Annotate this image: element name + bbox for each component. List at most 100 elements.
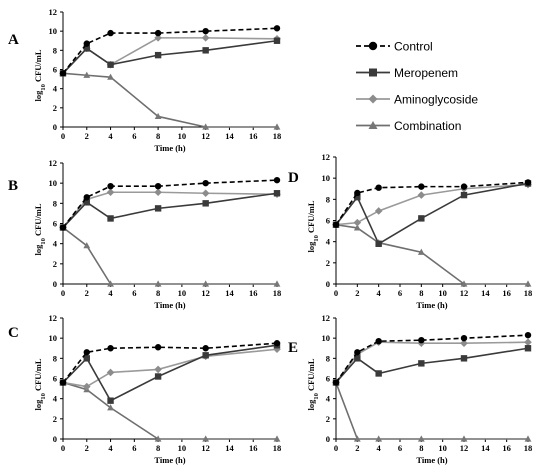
series-line-combination: [335, 382, 528, 440]
legend-label-aminoglycoside: Aminoglycoside: [394, 93, 478, 107]
x-tick-label: 8: [419, 443, 423, 453]
y-tick-label: 0: [53, 279, 57, 289]
x-axis-title: Time (h): [416, 300, 447, 310]
data-point-meropenem: [418, 360, 425, 367]
x-tick-label: 12: [460, 443, 469, 453]
y-tick-label: 10: [49, 26, 58, 36]
x-tick-label: 0: [61, 443, 65, 453]
data-point-meropenem: [83, 355, 90, 362]
data-point-control: [418, 336, 425, 344]
data-point-control: [202, 27, 209, 35]
data-point-combination: [154, 280, 162, 287]
x-tick-label: 6: [132, 131, 136, 141]
data-point-meropenem: [460, 355, 468, 362]
x-tick-label: 4: [377, 288, 382, 298]
data-point-control: [107, 29, 114, 37]
data-point-meropenem: [202, 47, 209, 54]
y-tick-label: 0: [53, 122, 57, 132]
x-tick-label: 12: [460, 288, 469, 298]
data-point-control: [273, 340, 281, 347]
x-tick-label: 4: [377, 443, 382, 453]
data-point-meropenem: [107, 215, 114, 222]
data-point-meropenem: [418, 215, 425, 222]
x-tick-label: 4: [108, 443, 113, 453]
y-tick-label: 2: [53, 414, 57, 424]
y-tick-label: 12: [322, 152, 331, 162]
series-line-meropenem: [62, 192, 278, 229]
data-point-combination: [460, 435, 468, 442]
data-point-combination: [273, 280, 281, 287]
data-point-combination: [524, 280, 532, 287]
y-tick-label: 6: [53, 65, 57, 75]
y-axis-title: log10 CFU/mL: [306, 200, 320, 252]
data-point-control: [83, 40, 90, 47]
data-point-control: [354, 349, 361, 356]
series-line-control: [62, 342, 278, 384]
series-line-aminoglycoside: [335, 183, 529, 226]
x-tick-label: 12: [201, 443, 210, 453]
data-point-control: [460, 183, 468, 190]
x-tick-label: 0: [61, 288, 65, 298]
y-tick-label: 12: [322, 313, 331, 323]
data-point-control: [418, 183, 425, 190]
data-point-control: [59, 379, 67, 386]
x-tick-label: 0: [334, 288, 338, 298]
data-point-control: [107, 345, 114, 352]
y-tick-label: 4: [53, 239, 58, 249]
x-tick-label: 2: [85, 288, 89, 298]
series-line-meropenem: [335, 347, 529, 384]
y-axis-title: log10 CFU/mL: [33, 358, 47, 410]
x-tick-label: 10: [438, 288, 447, 298]
series-line-meropenem: [62, 344, 278, 402]
x-tick-label: 6: [132, 288, 136, 298]
data-point-combination: [353, 224, 361, 231]
y-tick-label: 12: [49, 313, 58, 323]
data-point-aminoglycoside: [460, 339, 468, 348]
x-tick-label: 16: [249, 443, 258, 453]
data-point-meropenem: [354, 355, 361, 362]
data-point-aminoglycoside: [201, 189, 210, 198]
y-tick-label: 4: [53, 394, 58, 404]
x-tick-label: 18: [273, 443, 282, 453]
data-point-control: [354, 189, 361, 197]
data-point-combination: [202, 123, 210, 130]
y-tick-label: 2: [326, 258, 330, 268]
legend-marker-combination: [368, 121, 378, 129]
data-point-combination: [524, 435, 532, 442]
panel-letter: E: [288, 340, 298, 356]
series-line-control: [62, 27, 278, 74]
data-point-meropenem: [154, 205, 162, 212]
data-point-control: [154, 344, 162, 351]
x-tick-label: 0: [334, 443, 338, 453]
series-line-aminoglycoside: [62, 348, 278, 388]
series-line-control: [335, 181, 529, 226]
panel-b: B 0 2 4 6 8 10 12 0 2 4 6 8 10 12 14 16 18 Time (h) log10 C…: [8, 158, 281, 310]
data-point-control: [202, 345, 209, 352]
y-tick-label: 6: [326, 374, 330, 384]
data-point-combination: [353, 435, 361, 442]
panel-d: D 0 2 4 6 8 10 12 0 2 4 6 8 10 12 14 16 18 Time (h) log10 C…: [288, 152, 532, 310]
data-point-control: [332, 379, 340, 386]
y-tick-label: 4: [326, 237, 331, 247]
y-tick-label: 8: [53, 45, 57, 55]
x-tick-label: 18: [273, 288, 282, 298]
series-line-combination: [62, 72, 277, 128]
legend-label-meropenem: Meropenem: [394, 66, 458, 80]
data-point-meropenem: [273, 37, 281, 44]
legend-marker-control: [368, 41, 378, 51]
data-point-combination: [107, 404, 114, 411]
x-tick-label: 10: [178, 131, 187, 141]
x-axis-title: Time (h): [416, 455, 447, 465]
panel-e: E 0 2 4 6 8 10 12 0 2 4 6 8 10 12 14 16 18 Time (h) log10 C…: [288, 313, 532, 465]
series-line-aminoglycoside: [62, 191, 278, 229]
data-point-meropenem: [524, 345, 532, 352]
data-point-combination: [107, 280, 114, 287]
x-tick-label: 10: [178, 288, 187, 298]
data-point-combination: [460, 280, 468, 287]
x-tick-label: 0: [61, 131, 65, 141]
y-tick-label: 8: [326, 194, 330, 204]
series-line-meropenem: [335, 182, 529, 245]
data-point-aminoglycoside: [201, 34, 210, 42]
data-point-meropenem: [107, 397, 114, 404]
